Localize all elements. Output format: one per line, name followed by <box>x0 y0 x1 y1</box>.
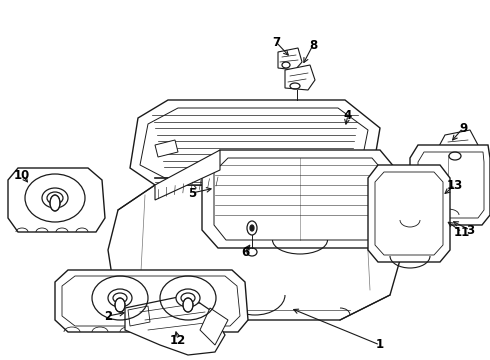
Text: 13: 13 <box>447 179 463 192</box>
Polygon shape <box>438 130 478 162</box>
Polygon shape <box>155 140 178 157</box>
Text: 9: 9 <box>459 122 467 135</box>
Ellipse shape <box>176 289 200 307</box>
Polygon shape <box>278 48 302 70</box>
Text: 2: 2 <box>104 310 112 323</box>
Text: 7: 7 <box>272 36 280 49</box>
Text: 8: 8 <box>309 39 317 51</box>
Polygon shape <box>55 270 248 332</box>
Polygon shape <box>285 65 315 90</box>
Ellipse shape <box>250 225 254 231</box>
Text: 1: 1 <box>376 338 384 351</box>
Ellipse shape <box>42 188 68 208</box>
Ellipse shape <box>50 195 60 211</box>
Polygon shape <box>202 150 395 248</box>
Text: 11: 11 <box>454 225 470 239</box>
Polygon shape <box>125 295 225 355</box>
Polygon shape <box>155 150 220 200</box>
Polygon shape <box>8 168 105 232</box>
Text: 12: 12 <box>170 333 186 346</box>
Ellipse shape <box>108 289 132 307</box>
Polygon shape <box>200 308 228 345</box>
Text: 4: 4 <box>344 108 352 122</box>
Polygon shape <box>410 145 490 225</box>
Text: 3: 3 <box>466 224 474 237</box>
Ellipse shape <box>115 298 125 312</box>
Text: 10: 10 <box>14 168 30 181</box>
Polygon shape <box>108 185 400 320</box>
Text: 6: 6 <box>241 246 249 258</box>
Polygon shape <box>368 165 450 262</box>
Polygon shape <box>130 100 380 185</box>
Text: 5: 5 <box>188 186 196 199</box>
Ellipse shape <box>183 298 193 312</box>
